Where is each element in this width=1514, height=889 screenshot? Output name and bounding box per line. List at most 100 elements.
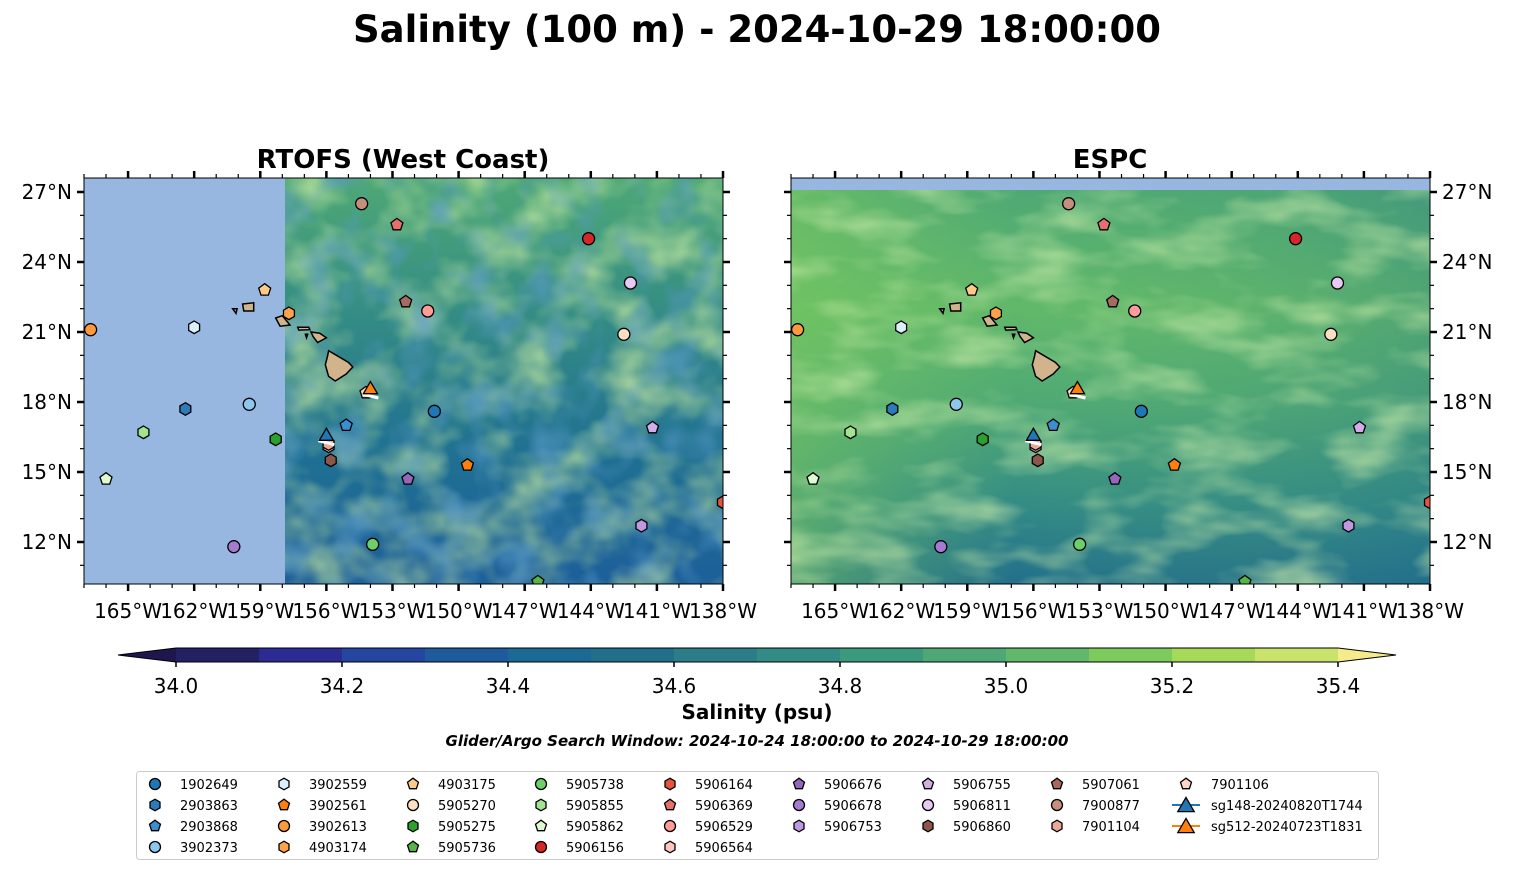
legend-label: 3902373 [180,841,238,856]
legend-label: 5906529 [695,820,753,835]
x-tick-label: 150°W [425,599,493,623]
glider-track [1025,439,1042,447]
glider-track [362,392,379,400]
marker-3902561 [460,457,475,471]
axes-espc: 165°W162°W159°W156°W153°W150°W147°W144°W… [784,171,1492,623]
legend-label: 3902559 [309,778,367,793]
marker-5905275 [976,432,989,447]
legend-label: 5905855 [566,799,624,814]
marker-5906369 [1097,217,1111,231]
legend-label: 4903174 [309,841,367,856]
island [231,307,239,316]
colorbar-bin [1089,648,1173,662]
marker-5906811 [1330,276,1345,290]
legend-marker-5907061 [1050,777,1064,790]
marker-2903868 [339,418,353,432]
legend-label: sg148-20240820T1744 [1211,799,1363,814]
legend-label: 1902649 [180,778,238,793]
legend-marker-5905736 [406,840,420,853]
legend-marker-5906811 [921,798,935,812]
legend-marker-5905855 [535,798,547,812]
legend-label: 5906811 [953,799,1011,814]
legend-label: 5906755 [953,778,1011,793]
x-tick-label: 144°W [1264,599,1332,623]
marker-5906755 [1352,420,1367,434]
marker-5906811 [623,276,638,290]
legend-label: 5905736 [438,841,496,856]
map-panel-rtofs: RTOFS (West Coast) 165°W162°W159°W156°W1… [22,145,758,623]
y-tick-label: 24°N [22,250,72,274]
marker-sg512-20240723T1831 [362,380,379,395]
x-tick-label: 165°W [94,599,162,623]
legend-label: 5906678 [824,799,882,814]
marker-sg148-20240820T1744 [318,426,335,441]
marker-1902649 [1134,404,1148,418]
legend-label: 2903863 [180,799,238,814]
marker-5906529 [1128,304,1142,318]
legend-label: sg512-20240723T1831 [1211,820,1363,835]
x-tick-label: 138°W [1396,599,1464,623]
legend-marker-1902649 [148,777,162,791]
legend-marker-5906564 [664,840,676,854]
legend-label: 5905738 [566,778,624,793]
marker-sg148-20240820T1744 [1025,426,1042,441]
marker-5906676 [1108,471,1122,485]
marker-5906164 [716,495,723,510]
island [241,301,255,312]
panel-title-espc: ESPC [1073,145,1148,175]
colorbar-label: Salinity (psu) [681,700,832,724]
legend-label: 5906369 [695,799,753,814]
legend-marker-5906678 [792,798,806,812]
x-tick-label: 138°W [689,599,757,623]
marker-5906156 [1288,232,1303,246]
legend-marker-2903863 [149,798,161,812]
legend-label: 3902561 [309,799,367,814]
colorbar-bin [591,648,675,662]
legend-marker-5906753 [793,819,805,833]
colorbar-bin [1255,648,1339,662]
map-panel-espc: ESPC 165°W162°W159°W156°W153°W150°W147°W… [784,145,1492,623]
legend-marker-5906860 [922,819,934,833]
island [1011,333,1016,341]
legend-label: 5906753 [824,820,882,835]
axes-rtofs: 165°W162°W159°W156°W153°W150°W147°W144°W… [22,171,757,623]
marker-5906860 [324,453,337,468]
x-tick-label: 159°W [933,599,1001,623]
x-tick-label: 141°W [1330,599,1398,623]
marker-2903863 [886,401,899,417]
marker-5905736 [1238,574,1252,584]
colorbar-bin [508,648,592,662]
marker-5906753 [1342,518,1355,533]
colorbar-bin [176,648,260,662]
x-tick-label: 156°W [999,599,1067,623]
x-tick-label: 150°W [1132,599,1200,623]
y-tick-label: 12°N [1442,530,1492,554]
marker-4903175 [964,282,979,296]
island [1016,331,1035,344]
y-tick-label: 15°N [1442,460,1492,484]
marker-3902559 [188,320,201,335]
legend-label: 5905275 [438,820,496,835]
colorbar-bin [342,648,426,662]
marker-5905862 [806,471,820,485]
legend-marker-3902373 [148,840,162,854]
search-window-note: Glider/Argo Search Window: 2024-10-24 18… [446,732,1069,750]
legend-label: 5905862 [566,820,624,835]
glider-track [318,439,335,447]
y-tick-label: 27°N [22,180,72,204]
colorbar-bin [923,648,1007,662]
legend-label: 5905270 [438,799,496,814]
y-tick-label: 24°N [1442,250,1492,274]
y-tick-label: 21°N [22,320,72,344]
legend-marker-4903175 [406,777,420,790]
colorbar-tick-label: 35.4 [1316,674,1361,698]
marker-5906860 [1031,453,1044,468]
panel-title-rtofs: RTOFS (West Coast) [257,145,550,175]
legend-marker-7900877 [1050,798,1064,812]
y-tick-label: 18°N [1442,390,1492,414]
marker-3902561 [1167,457,1182,471]
x-tick-label: 141°W [623,599,691,623]
marker-3902613 [84,323,98,337]
x-tick-label: 147°W [1198,599,1266,623]
island [324,349,354,382]
